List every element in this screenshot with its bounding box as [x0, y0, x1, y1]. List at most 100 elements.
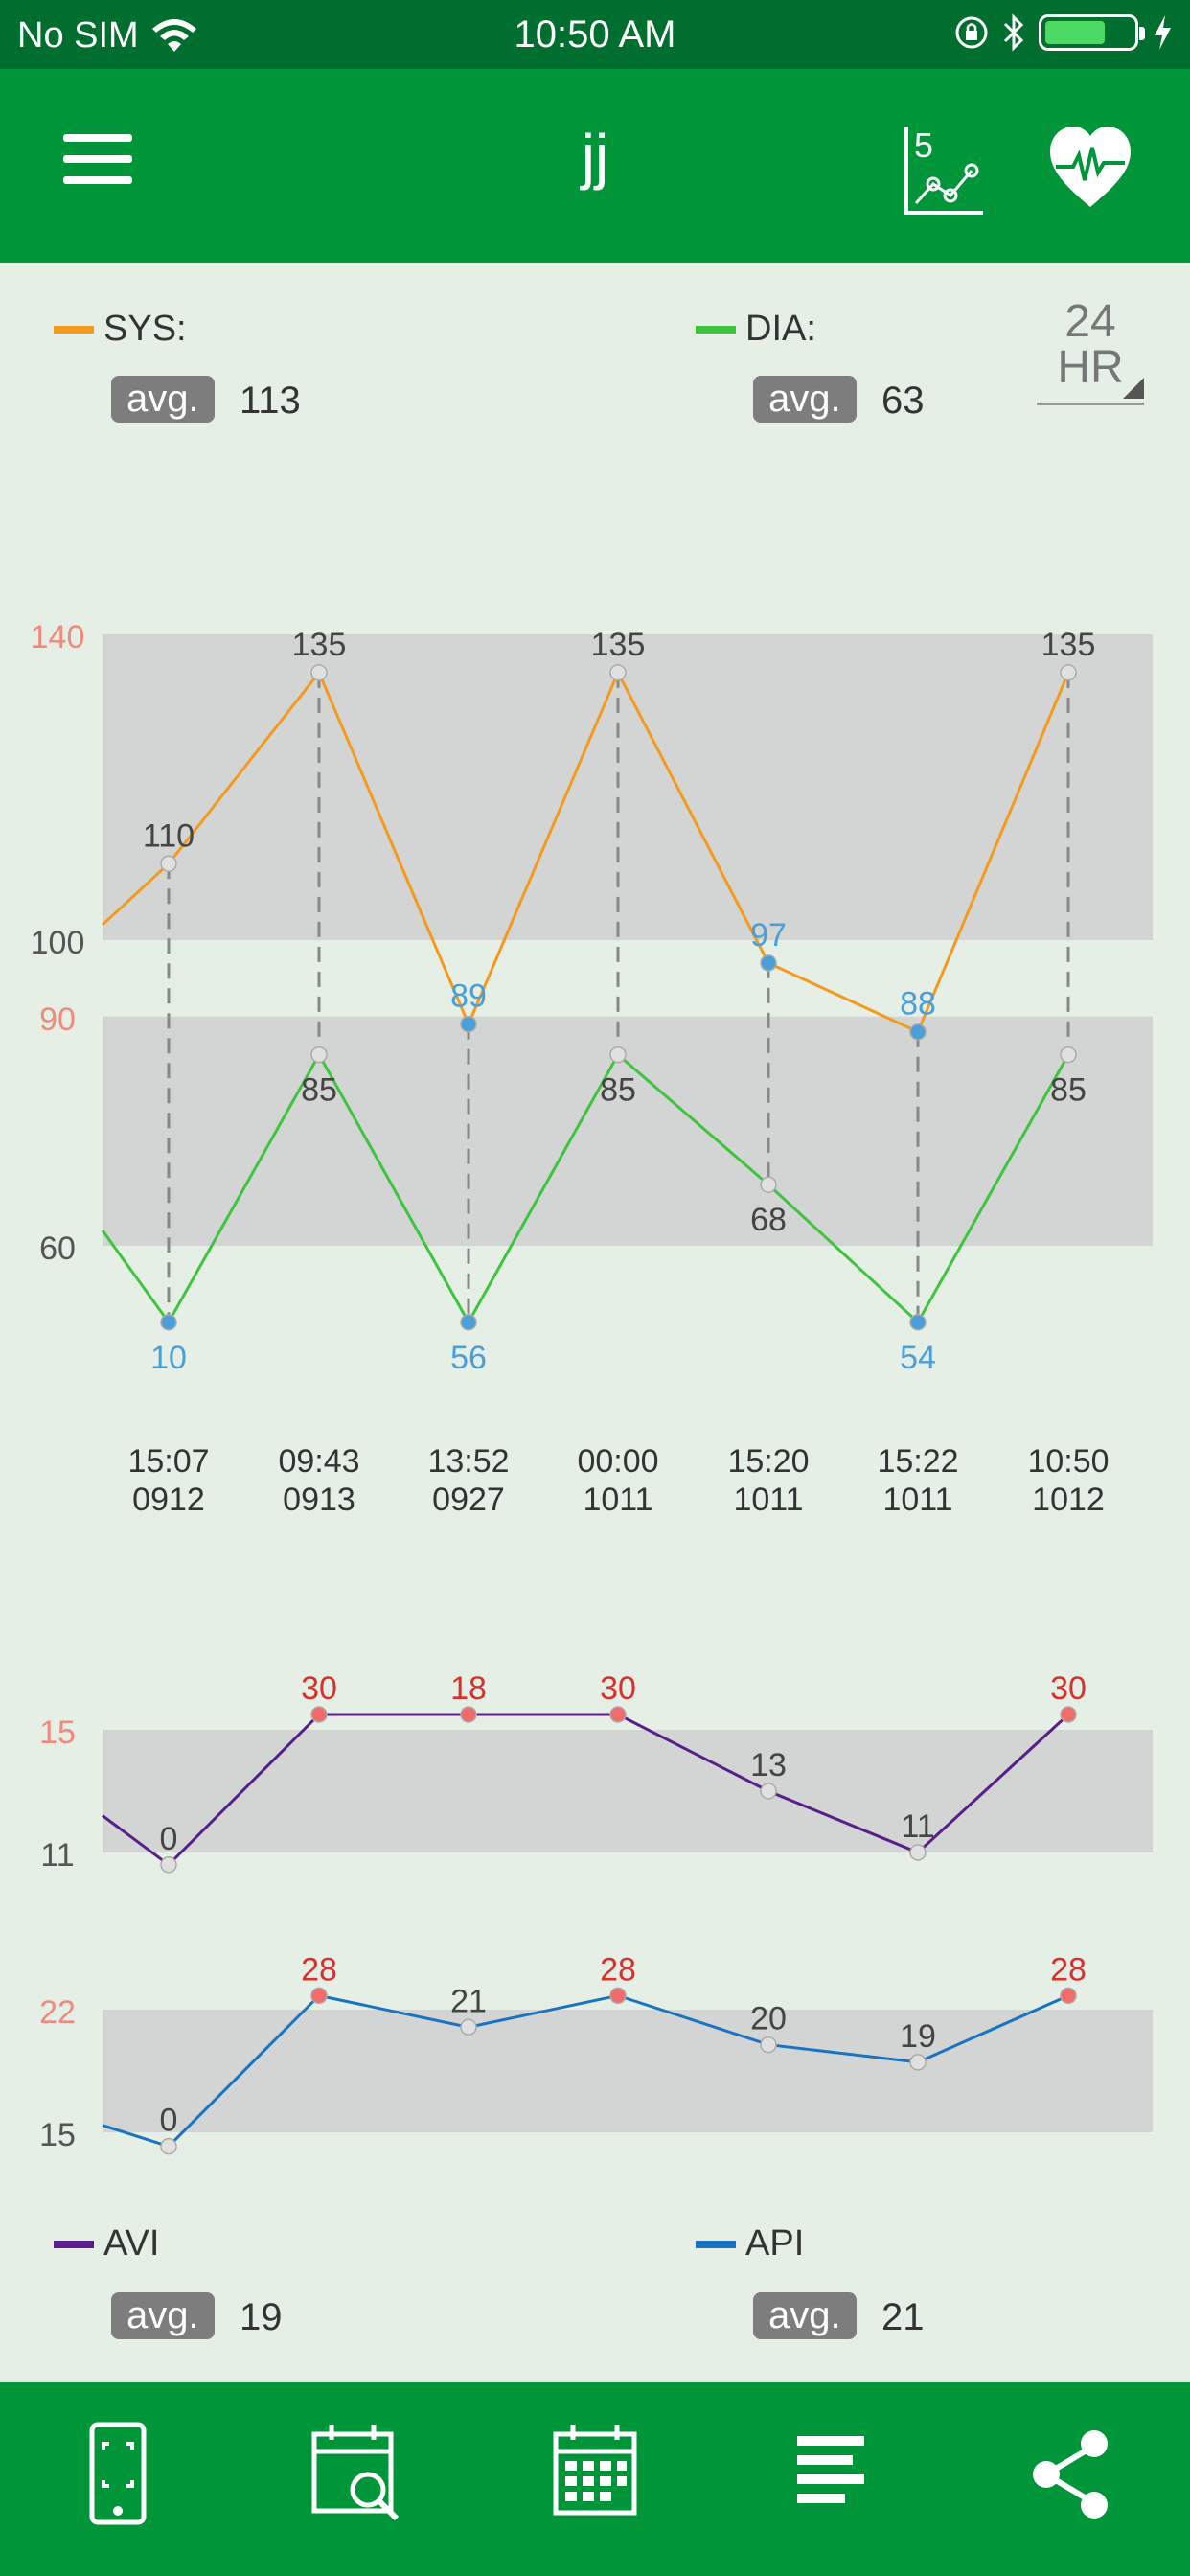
chart2-ytick-1: 15	[39, 2117, 76, 2153]
series-dia-point-5	[909, 1314, 927, 1331]
api-swatch	[696, 2240, 736, 2248]
sys-label: SYS:	[103, 309, 187, 349]
series-avi-point-2	[460, 1706, 477, 1723]
battery-icon	[1039, 14, 1145, 51]
period-unit: HR	[1057, 342, 1124, 393]
series-sys-label-3: 135	[591, 627, 646, 663]
chart0-ytick-0: 140	[31, 619, 85, 656]
wifi-icon	[151, 18, 196, 52]
series-api-line	[102, 1993, 1069, 2149]
x-label-time-2: 13:52	[427, 1443, 509, 1480]
x-label-date-0: 0912	[132, 1482, 205, 1518]
series-avi-label-6: 30	[1050, 1670, 1087, 1707]
series-dia-label-3: 85	[600, 1072, 636, 1109]
sys-legend: SYS:	[54, 309, 187, 350]
status-bar: No SIM 10:50 AM	[0, 0, 1190, 69]
x-label-time-6: 10:50	[1027, 1443, 1109, 1480]
svg-text:5: 5	[914, 126, 933, 165]
series-dia-label-6: 85	[1050, 1072, 1087, 1109]
calendar-grid-icon[interactable]	[542, 2421, 648, 2526]
x-label-time-1: 09:43	[278, 1443, 359, 1480]
series-avi-line	[102, 1713, 1070, 1867]
heart-rate-icon[interactable]	[1048, 126, 1133, 209]
series-sys-label-6: 135	[1041, 627, 1096, 663]
chart0-band-0	[103, 634, 1153, 940]
dia-swatch	[696, 325, 736, 334]
x-label-date-5: 1011	[882, 1482, 952, 1518]
series-sys-point-2	[460, 1015, 477, 1033]
menu-icon[interactable]	[63, 134, 132, 188]
x-label-date-4: 1011	[733, 1482, 803, 1518]
series-api-point-3	[609, 1987, 627, 2005]
series-sys-point-0	[160, 855, 177, 872]
series-api-label-5: 19	[900, 2018, 936, 2055]
series-dia-label-0: 10	[150, 1340, 187, 1376]
dia-avg-value: 63	[881, 380, 925, 422]
x-label-time-5: 15:22	[877, 1443, 958, 1480]
avi-label: AVI	[103, 2223, 160, 2264]
series-avi-point-5	[909, 1844, 927, 1861]
carrier-label: No SIM	[17, 15, 139, 56]
series-avi-point-4	[760, 1782, 777, 1800]
series-dia-point-3	[609, 1046, 627, 1064]
charts-canvas: 140100906015:07091209:43091313:52092700:…	[31, 619, 1153, 2155]
series-sys-label-0: 110	[143, 817, 195, 854]
series-avi-label-5: 11	[901, 1808, 934, 1845]
series-sys-point-3	[609, 664, 627, 681]
chart0-ytick-3: 60	[39, 1230, 76, 1267]
period-dropdown-icon	[1123, 378, 1144, 399]
period-number: 24	[1064, 296, 1116, 347]
series-avi-label-2: 18	[450, 1670, 487, 1707]
series-api-point-0	[160, 2137, 177, 2155]
series-avi-point-0	[160, 1856, 177, 1874]
list-icon[interactable]	[786, 2421, 891, 2526]
series-avi-label-4: 13	[750, 1747, 787, 1783]
series-sys-line	[101, 669, 1070, 1034]
share-icon[interactable]	[1018, 2421, 1123, 2526]
x-label-time-0: 15:07	[127, 1443, 209, 1480]
series-api-point-1	[310, 1987, 328, 2005]
x-label-time-4: 15:20	[727, 1443, 809, 1480]
series-dia-point-2	[460, 1314, 477, 1331]
series-sys-label-2: 89	[450, 978, 487, 1015]
series-api-point-5	[909, 2054, 927, 2071]
series-sys-point-5	[909, 1023, 927, 1041]
app-header: jj 5	[0, 69, 1190, 263]
chart1-band-0	[103, 1730, 1153, 1852]
series-dia-line	[101, 1051, 1070, 1325]
series-avi-point-1	[310, 1706, 328, 1723]
chart0-ytick-1: 100	[31, 925, 85, 961]
chart2-ytick-0: 22	[39, 1994, 76, 2031]
series-dia-label-1: 85	[301, 1072, 337, 1109]
avi-swatch	[54, 2240, 94, 2248]
sys-swatch	[54, 325, 94, 334]
chart1-ytick-1: 11	[40, 1837, 74, 1874]
calendar-search-icon[interactable]	[305, 2421, 410, 2526]
phone-scan-icon[interactable]	[65, 2421, 171, 2526]
series-api-point-2	[460, 2018, 477, 2036]
trend-chart-icon[interactable]: 5	[901, 123, 987, 218]
api-legend: API	[696, 2223, 804, 2265]
series-dia-point-4	[760, 1176, 777, 1193]
chart2-band-0	[103, 2010, 1153, 2132]
api-avg-value: 21	[881, 2296, 925, 2338]
sys-avg-value: 113	[240, 380, 301, 422]
series-sys-point-6	[1060, 664, 1077, 681]
status-time: 10:50 AM	[514, 13, 676, 56]
series-sys-label-1: 135	[292, 627, 347, 663]
series-dia-label-2: 56	[450, 1340, 487, 1376]
x-label-time-3: 00:00	[577, 1443, 658, 1480]
series-sys-point-4	[760, 954, 777, 972]
period-selector[interactable]: 24 HR	[1037, 296, 1144, 405]
series-api-point-6	[1060, 1987, 1077, 2005]
api-label: API	[745, 2223, 805, 2264]
dia-avg-badge: avg.	[753, 376, 857, 423]
series-sys-point-1	[310, 664, 328, 681]
series-dia-label-4: 68	[750, 1202, 787, 1238]
series-api-label-0: 0	[160, 2103, 178, 2139]
status-left: No SIM	[17, 15, 198, 57]
series-api-label-6: 28	[1050, 1951, 1087, 1988]
x-label-date-1: 0913	[283, 1482, 355, 1518]
series-dia-point-1	[310, 1046, 328, 1064]
series-sys-label-5: 88	[900, 986, 936, 1023]
